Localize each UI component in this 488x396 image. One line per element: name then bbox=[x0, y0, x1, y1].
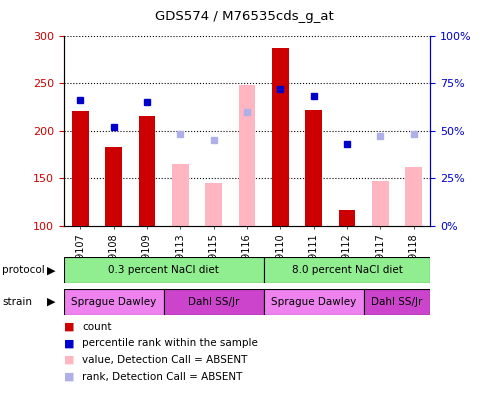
Text: ■: ■ bbox=[63, 355, 74, 365]
Text: Dahl SS/Jr: Dahl SS/Jr bbox=[187, 297, 239, 307]
Bar bbox=[138, 116, 155, 226]
Bar bbox=[105, 147, 122, 226]
Text: count: count bbox=[82, 322, 111, 332]
Text: ■: ■ bbox=[63, 322, 74, 332]
Text: ■: ■ bbox=[63, 338, 74, 348]
Text: 8.0 percent NaCl diet: 8.0 percent NaCl diet bbox=[291, 265, 402, 275]
Text: ▶: ▶ bbox=[47, 297, 56, 307]
Bar bbox=[271, 48, 288, 226]
Bar bbox=[338, 209, 355, 226]
Bar bbox=[163, 289, 263, 315]
Text: strain: strain bbox=[2, 297, 32, 307]
Text: percentile rank within the sample: percentile rank within the sample bbox=[82, 338, 258, 348]
Text: protocol: protocol bbox=[2, 265, 45, 275]
Text: ■: ■ bbox=[63, 371, 74, 382]
Text: 0.3 percent NaCl diet: 0.3 percent NaCl diet bbox=[108, 265, 219, 275]
Bar bbox=[172, 164, 188, 226]
Text: GDS574 / M76535cds_g_at: GDS574 / M76535cds_g_at bbox=[155, 10, 333, 23]
Text: ▶: ▶ bbox=[47, 265, 56, 275]
Bar bbox=[263, 257, 429, 283]
Bar bbox=[363, 289, 429, 315]
Bar bbox=[205, 183, 222, 226]
Bar bbox=[305, 110, 321, 226]
Text: Dahl SS/Jr: Dahl SS/Jr bbox=[370, 297, 422, 307]
Bar bbox=[263, 289, 363, 315]
Bar bbox=[72, 111, 88, 226]
Bar bbox=[238, 85, 255, 226]
Bar bbox=[371, 181, 388, 226]
Text: rank, Detection Call = ABSENT: rank, Detection Call = ABSENT bbox=[82, 371, 242, 382]
Bar bbox=[63, 257, 263, 283]
Bar bbox=[63, 289, 163, 315]
Text: value, Detection Call = ABSENT: value, Detection Call = ABSENT bbox=[82, 355, 247, 365]
Bar bbox=[405, 167, 421, 226]
Text: Sprague Dawley: Sprague Dawley bbox=[270, 297, 356, 307]
Text: Sprague Dawley: Sprague Dawley bbox=[71, 297, 156, 307]
